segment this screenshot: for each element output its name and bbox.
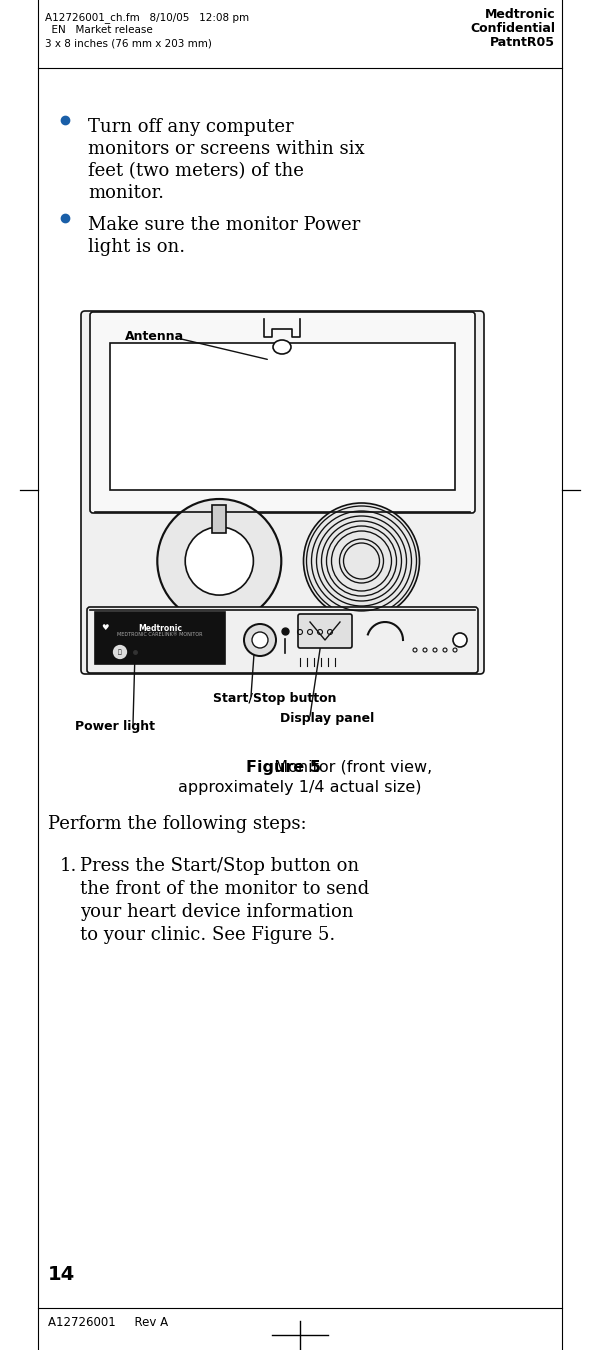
FancyBboxPatch shape <box>298 614 352 648</box>
Text: EN   Market release: EN Market release <box>45 26 153 35</box>
Text: ⏻: ⏻ <box>118 649 122 655</box>
Text: Figure 5: Figure 5 <box>245 760 320 775</box>
Text: Display panel: Display panel <box>280 711 374 725</box>
Circle shape <box>185 526 253 595</box>
Text: 1.: 1. <box>60 857 77 875</box>
Bar <box>212 505 226 533</box>
Text: ♥: ♥ <box>101 622 109 632</box>
Circle shape <box>252 632 268 648</box>
Circle shape <box>157 500 281 622</box>
Text: Perform the following steps:: Perform the following steps: <box>48 815 307 833</box>
FancyBboxPatch shape <box>81 310 484 674</box>
Text: monitor.: monitor. <box>88 184 164 202</box>
Text: Medtronic: Medtronic <box>138 624 182 633</box>
Text: the front of the monitor to send: the front of the monitor to send <box>80 880 369 898</box>
Text: your heart device information: your heart device information <box>80 903 353 921</box>
Text: 3 x 8 inches (76 mm x 203 mm): 3 x 8 inches (76 mm x 203 mm) <box>45 38 212 49</box>
Text: light is on.: light is on. <box>88 238 185 256</box>
Circle shape <box>304 504 419 620</box>
Text: Monitor (front view,: Monitor (front view, <box>264 760 432 775</box>
Text: monitors or screens within six: monitors or screens within six <box>88 140 365 158</box>
Circle shape <box>112 644 128 660</box>
Text: to your clinic. See Figure 5.: to your clinic. See Figure 5. <box>80 926 335 944</box>
Bar <box>110 343 455 490</box>
FancyBboxPatch shape <box>87 608 478 674</box>
Text: feet (two meters) of the: feet (two meters) of the <box>88 162 304 180</box>
Text: A12726001_ch.fm   8/10/05   12:08 pm: A12726001_ch.fm 8/10/05 12:08 pm <box>45 12 249 23</box>
Text: Press the Start/Stop button on: Press the Start/Stop button on <box>80 857 359 875</box>
Circle shape <box>453 633 467 647</box>
Text: Medtronic: Medtronic <box>484 8 555 22</box>
Text: Power light: Power light <box>75 720 155 733</box>
Text: MEDTRONIC CARELINK® MONITOR: MEDTRONIC CARELINK® MONITOR <box>117 632 203 637</box>
Text: 14: 14 <box>48 1265 75 1284</box>
Ellipse shape <box>273 340 291 354</box>
Circle shape <box>244 624 276 656</box>
Text: Make sure the monitor Power: Make sure the monitor Power <box>88 216 360 234</box>
FancyBboxPatch shape <box>90 312 475 513</box>
Text: A12726001     Rev A: A12726001 Rev A <box>48 1316 168 1328</box>
Bar <box>95 612 225 664</box>
Text: Turn off any computer: Turn off any computer <box>88 117 293 136</box>
Text: approximately 1/4 actual size): approximately 1/4 actual size) <box>178 780 422 795</box>
Text: Antenna: Antenna <box>125 329 184 343</box>
Text: PatntR05: PatntR05 <box>490 36 555 49</box>
Text: Start/Stop button: Start/Stop button <box>213 693 337 705</box>
Text: Confidential: Confidential <box>470 22 555 35</box>
